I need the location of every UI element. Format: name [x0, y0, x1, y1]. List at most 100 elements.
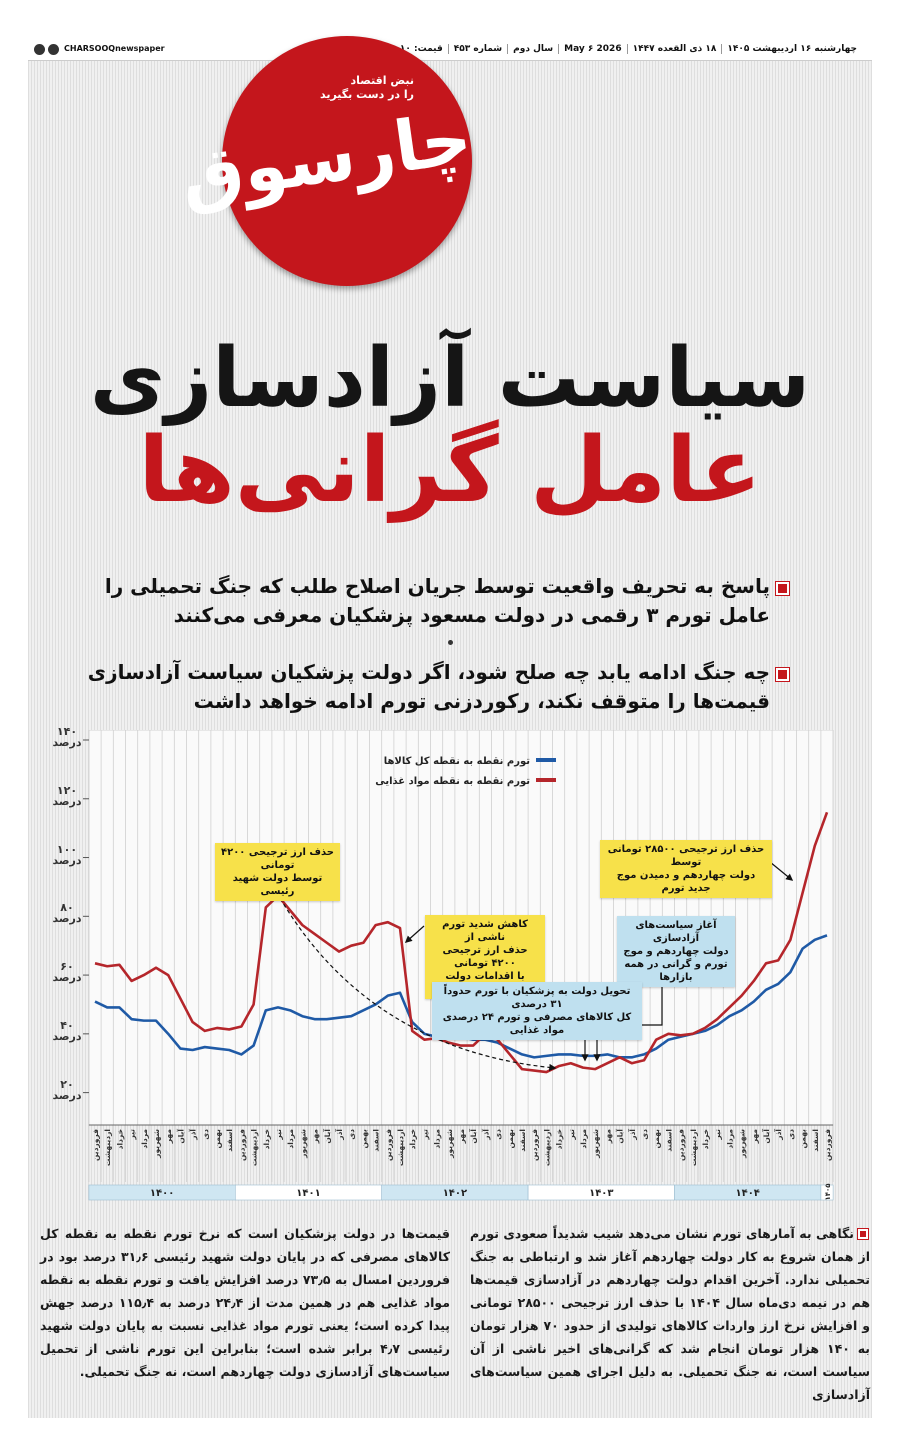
- x-tick-label: بهمن: [506, 1129, 515, 1149]
- x-tick-label: مرداد: [725, 1129, 734, 1149]
- x-tick-label: خرداد: [115, 1129, 124, 1149]
- x-tick-label: بهمن: [213, 1129, 222, 1149]
- x-tick-label: اسفند: [225, 1129, 234, 1152]
- social-handle: CHARSOOQnewspaper: [64, 44, 165, 53]
- x-tick-label: مهر: [457, 1129, 466, 1145]
- x-tick-label: آذر: [188, 1129, 198, 1141]
- x-tick-label: تیر: [567, 1129, 576, 1141]
- body-column: قیمت‌ها در دولت پزشکیان است که نرخ تورم …: [40, 1226, 451, 1379]
- annotation-line: حذف ارز ترجیحی ۴۲۰۰ تومانی: [442, 945, 528, 969]
- annotation-line: آغاز سیاست‌های آزادسازی: [635, 920, 717, 944]
- x-tick-label: بهمن: [652, 1129, 661, 1149]
- y-tick-label: ۸۰ درصد: [52, 901, 82, 926]
- x-tick-label: مهر: [311, 1129, 320, 1145]
- x-tick-label: بهمن: [359, 1129, 368, 1149]
- annotation: حذف ارز ترجیحی ۴۲۰۰ تومانی توسط دولت شهید…: [215, 843, 340, 901]
- x-tick-label: اردیبهشت: [396, 1129, 405, 1166]
- x-tick-label: اردیبهشت: [103, 1129, 112, 1166]
- bullet: [857, 1228, 869, 1240]
- issue: شماره ۴۵۳: [447, 44, 507, 54]
- x-tick-label: خرداد: [555, 1129, 564, 1149]
- x-tick-label: تیر: [128, 1129, 137, 1141]
- x-tick-label: مرداد: [433, 1129, 442, 1149]
- year-label: ۱۴۰۳: [589, 1188, 613, 1199]
- x-tick-label: اسفند: [811, 1129, 820, 1152]
- tagline: نبض اقتصاد را در دست بگیرید: [320, 74, 414, 102]
- y-tick-label: ۴۰ درصد: [52, 1018, 82, 1043]
- x-tick-label: مهر: [603, 1129, 612, 1145]
- logo-name: چارسوق: [175, 97, 477, 219]
- x-tick-label: اسفند: [518, 1129, 527, 1152]
- annotation: آغاز سیاست‌های آزادسازی دولت چهاردهم و مو…: [617, 916, 735, 987]
- year-band: [820, 1184, 834, 1201]
- x-tick-label: مرداد: [286, 1129, 295, 1149]
- x-tick-label: بهمن: [799, 1129, 808, 1149]
- volume: سال دوم: [507, 44, 558, 54]
- x-tick-label: آذر: [773, 1129, 783, 1141]
- y-tick-label: ۱۲۰ درصد: [52, 783, 82, 808]
- subhead-line: قیمت‌ها را متوقف نکند، رکوردزنی تورم ادا…: [193, 689, 770, 713]
- x-tick-label: آذر: [627, 1129, 637, 1141]
- annotation-line: کاهش شدید تورم ناشی از: [442, 919, 528, 943]
- annotation-line: دولت چهاردهم و موج: [623, 946, 729, 957]
- x-tick-label: خرداد: [408, 1129, 417, 1149]
- x-tick-label: خرداد: [701, 1129, 710, 1149]
- separator: [448, 640, 453, 645]
- x-tick-label: آبان: [761, 1129, 771, 1144]
- x-tick-label: آبان: [175, 1129, 185, 1144]
- legend-label: تورم نقطه به نقطه مواد غذایی: [375, 776, 530, 787]
- x-tick-label: دی: [494, 1129, 503, 1140]
- date: چهارشنبه ۱۶ اردیبهشت ۱۴۰۵: [721, 44, 862, 54]
- annotation-line: تورم و گرانی در همه بازارها: [624, 959, 728, 983]
- bullet: [775, 667, 790, 682]
- x-tick-label: آبان: [615, 1129, 625, 1144]
- x-tick-label: تیر: [420, 1129, 429, 1141]
- x-tick-label: دی: [640, 1129, 649, 1140]
- x-tick-label: فروردین: [530, 1129, 539, 1161]
- x-tick-label: تیر: [713, 1129, 722, 1141]
- y-tick-label: ۶۰ درصد: [52, 960, 82, 985]
- annotation-line: دولت چهاردهم و دمیدن موج جدید تورم: [616, 870, 756, 894]
- x-tick-label: آذر: [334, 1129, 344, 1141]
- annotation-line: کل کالاهای مصرفی و تورم ۲۴ درصدی مواد غذ…: [442, 1012, 632, 1036]
- x-tick-label: خرداد: [262, 1129, 271, 1149]
- arrow: [404, 925, 425, 943]
- tagline-line: نبض اقتصاد: [350, 74, 414, 87]
- x-tick-label: مرداد: [579, 1129, 588, 1149]
- y-tick-label: ۱۰۰ درصد: [52, 842, 82, 867]
- x-tick-label: دی: [201, 1129, 210, 1140]
- trend-arrow: [279, 897, 557, 1072]
- dateline: چهارشنبه ۱۶ اردیبهشت ۱۴۰۵ ۱۸ ذی القعده ۱…: [343, 44, 862, 54]
- arrow: [769, 861, 794, 881]
- year-label: ۱۴۰۱: [296, 1188, 320, 1199]
- x-tick-label: تیر: [274, 1129, 283, 1141]
- x-tick-label: فروردین: [823, 1129, 832, 1161]
- year-label: ۱۴۰۴: [735, 1188, 759, 1199]
- annotation-line: تحویل دولت به پزشکیان با تورم حدوداً ۳۱ …: [443, 986, 631, 1010]
- year-label: ۱۴۰۵: [824, 1183, 832, 1201]
- annotation-line: حذف ارز ترجیحی ۴۲۰۰ تومانی: [221, 847, 334, 871]
- x-tick-label: اردیبهشت: [542, 1129, 551, 1166]
- social-icon[interactable]: [48, 44, 59, 55]
- x-tick-label: اردیبهشت: [689, 1129, 698, 1166]
- x-tick-label: فروردین: [237, 1129, 246, 1161]
- x-tick-label: دی: [786, 1129, 795, 1140]
- page-background: [28, 40, 872, 1418]
- subhead-line: عامل تورم ۳ رقمی در دولت مسعود پزشکیان م…: [173, 603, 770, 627]
- subhead-line: چه جنگ ادامه یابد چه صلح شود، اگر دولت پ…: [87, 660, 770, 684]
- x-tick-label: شهریور: [591, 1129, 600, 1159]
- x-tick-label: اسفند: [372, 1129, 381, 1152]
- y-tick-label: ۲۰ درصد: [52, 1077, 82, 1102]
- body-column: نگاهی به آمارهای تورم نشان می‌دهد شیب شد…: [470, 1226, 870, 1402]
- x-tick-label: مهر: [750, 1129, 759, 1145]
- date-gregorian: 2026 May ۶: [558, 44, 626, 54]
- social-icon[interactable]: [34, 44, 45, 55]
- x-tick-label: فروردین: [91, 1129, 100, 1161]
- x-tick-label: مرداد: [140, 1129, 149, 1149]
- x-tick-label: شهریور: [298, 1129, 307, 1159]
- subhead: پاسخ به تحریف واقعیت توسط جریان اصلاح طل…: [105, 572, 770, 630]
- annotation-line: توسط دولت شهید رئیسی: [232, 873, 323, 897]
- headline: سیاست آزادسازی: [89, 331, 811, 426]
